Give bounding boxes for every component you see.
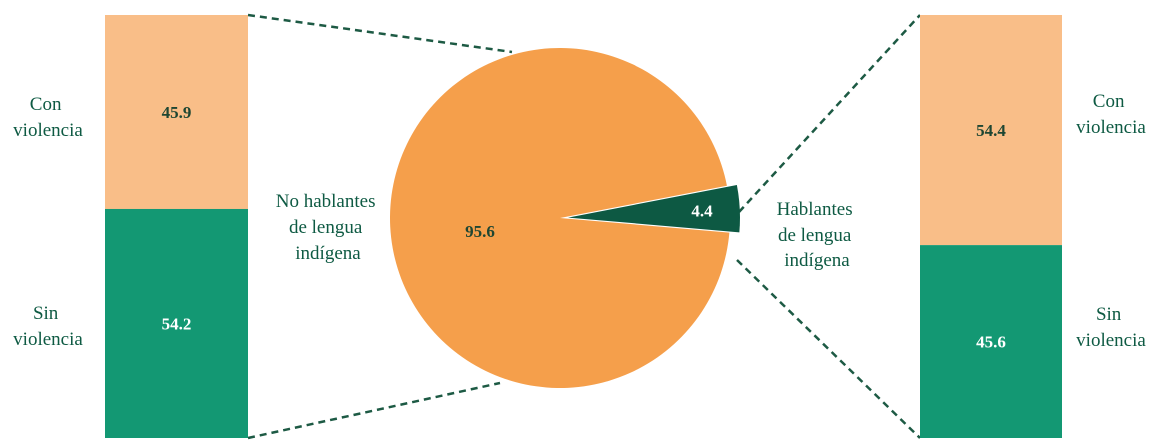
pie-slice-no-hablantes xyxy=(390,47,730,388)
right-bar: 54.4 45.6 xyxy=(920,15,1062,438)
left-label-sin-violencia: Sin violencia xyxy=(13,303,83,350)
right-bar-value-con-violencia: 54.4 xyxy=(976,121,1006,140)
left-label-con-violencia: Con violencia xyxy=(13,94,83,141)
connector-right-top xyxy=(738,14,921,213)
left-bar-segment-con-violencia xyxy=(105,15,248,209)
right-label-con-violencia: Con violencia xyxy=(1076,91,1146,138)
connector-left-top xyxy=(247,13,513,54)
pie-label-no-hablantes: No hablantes de lengua indígena xyxy=(276,191,380,264)
left-bar-segment-sin-violencia xyxy=(105,208,248,438)
pie-slice-hablantes xyxy=(567,184,740,233)
left-bar: 45.9 54.2 xyxy=(105,15,248,438)
right-bar-value-sin-violencia: 45.6 xyxy=(976,333,1006,352)
right-bar-segment-con-violencia xyxy=(920,15,1062,246)
right-label-sin-violencia: Sin violencia xyxy=(1076,304,1146,351)
pie: 95.6 4.4 xyxy=(390,47,740,388)
left-bar-value-sin-violencia: 54.2 xyxy=(162,314,192,333)
connector-right-bottom xyxy=(736,259,921,439)
pie-value-hablantes: 4.4 xyxy=(691,202,713,221)
left-bar-value-con-violencia: 45.9 xyxy=(162,103,192,122)
right-bar-segment-sin-violencia xyxy=(920,245,1062,438)
connector-left-bottom xyxy=(247,381,501,440)
pie-value-no-hablantes: 95.6 xyxy=(465,222,495,241)
pie-label-hablantes: Hablantes de lengua indígena xyxy=(777,199,858,271)
